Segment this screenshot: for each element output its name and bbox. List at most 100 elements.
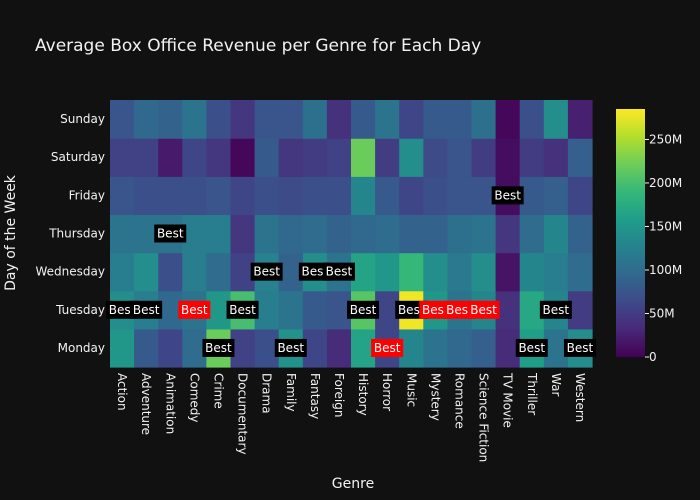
heatmap-cell <box>423 176 448 216</box>
best-annotation: Best <box>298 262 331 281</box>
best-annotation-label: Best <box>350 303 377 317</box>
best-annotation-label: Best <box>422 303 449 317</box>
heatmap-cell <box>567 214 593 254</box>
best-annotation-box <box>395 300 428 319</box>
heatmap-cell <box>495 290 521 330</box>
colorbar-tick-label: 150M <box>649 219 682 233</box>
heatmap-cell <box>254 214 280 254</box>
best-annotation-label: Best <box>109 303 136 317</box>
heatmap-cell <box>206 176 232 216</box>
heatmap-cell <box>182 176 207 216</box>
heatmap-cell <box>567 252 593 292</box>
heatmap-cell <box>302 100 328 139</box>
best-annotation: Best <box>491 186 524 205</box>
heatmap-cell <box>254 100 280 139</box>
heatmap-cell <box>375 100 400 139</box>
heatmap-cell <box>254 176 280 216</box>
x-tick-label: Comedy <box>187 373 201 423</box>
x-tick-label: Foreign <box>332 373 346 417</box>
best-annotation: Best <box>202 338 235 357</box>
best-annotation-label: Best <box>253 265 280 279</box>
y-tick-label: Tuesday <box>55 303 105 317</box>
best-annotation: Best <box>347 300 380 319</box>
colorbar-ticks: 0 50M 100M 150M 200M 250M <box>645 132 682 364</box>
best-annotation: Best <box>419 300 452 319</box>
x-tick-label: Crime <box>211 373 225 409</box>
best-annotation-label: Best <box>470 303 497 317</box>
heatmap-cell <box>423 138 448 177</box>
heatmap-cell <box>230 214 256 254</box>
heatmap-cell <box>375 214 400 254</box>
x-tick-label: Science Fiction <box>477 373 491 462</box>
heatmap-cell <box>375 252 400 292</box>
best-annotation-box <box>226 300 259 319</box>
heatmap-cell <box>399 214 424 254</box>
heatmap-cell <box>134 100 159 139</box>
x-tick-label: War <box>549 373 563 396</box>
best-annotation-box <box>563 338 596 357</box>
best-annotation-box <box>130 300 163 319</box>
heatmap-cell <box>302 138 328 177</box>
heatmap-cell <box>399 176 424 216</box>
x-tick-label: Mystery <box>428 373 442 421</box>
x-tick-label: Romance <box>452 373 466 429</box>
best-annotation: Best <box>154 224 187 243</box>
best-annotation-label: Best <box>326 265 353 279</box>
x-tick-label: Action <box>115 373 129 411</box>
x-tick-label: Family <box>284 373 298 412</box>
heatmap-cell <box>158 252 183 292</box>
best-annotation-label: Best <box>302 265 329 279</box>
best-annotation-box <box>274 338 307 357</box>
heatmap-cell <box>134 138 159 177</box>
heatmap-cell <box>326 214 352 254</box>
heatmap-cell <box>230 328 256 368</box>
heatmap-cell <box>206 252 232 292</box>
heatmap-cell <box>399 100 424 139</box>
best-annotation-box <box>443 300 476 319</box>
best-annotation-box <box>347 300 380 319</box>
y-tick-label: Thursday <box>48 227 105 241</box>
heatmap-cell <box>399 138 424 177</box>
heatmap-cell <box>158 328 183 368</box>
best-annotation-box <box>515 338 548 357</box>
heatmap-cell <box>182 138 207 177</box>
heatmap-cell <box>543 138 569 177</box>
heatmap-cell <box>471 252 497 292</box>
heatmap-cell <box>519 138 545 177</box>
heatmap-cell <box>110 252 135 292</box>
heatmap-cell <box>134 328 159 368</box>
heatmap-cell <box>471 214 497 254</box>
best-annotation: Best <box>467 300 500 319</box>
y-axis-ticks: Monday Tuesday Wednesday Thursday Friday Satu… <box>36 112 105 355</box>
heatmap-cell <box>206 214 232 254</box>
heatmap-cell <box>110 176 135 216</box>
heatmap-cell <box>110 138 135 177</box>
best-annotation: Best <box>106 300 139 319</box>
heatmap-cell <box>351 138 376 177</box>
best-annotation-box <box>250 262 283 281</box>
heatmap-cell <box>182 252 207 292</box>
heatmap-cell <box>351 100 376 139</box>
best-annotation-label: Best <box>133 303 160 317</box>
heatmap-cell <box>447 176 473 216</box>
heatmap-cell <box>158 176 183 216</box>
heatmap-cell <box>447 328 473 368</box>
heatmap-cell <box>278 176 304 216</box>
best-annotation: Best <box>130 300 163 319</box>
heatmap-cell <box>230 138 256 177</box>
colorbar-tick-label: 250M <box>649 132 682 146</box>
heatmap-cell <box>230 176 256 216</box>
heatmap-cell <box>519 100 545 139</box>
best-annotation-label: Best <box>157 227 184 241</box>
best-annotation-label: Best <box>567 341 594 355</box>
best-annotation-box <box>178 300 211 319</box>
best-annotation: Best <box>539 300 572 319</box>
heatmap-cell <box>519 176 545 216</box>
best-annotation-box <box>106 300 139 319</box>
heatmap-cell <box>495 138 521 177</box>
best-annotation: Best <box>250 262 283 281</box>
heatmap-cell <box>278 100 304 139</box>
best-annotation-label: Best <box>446 303 473 317</box>
